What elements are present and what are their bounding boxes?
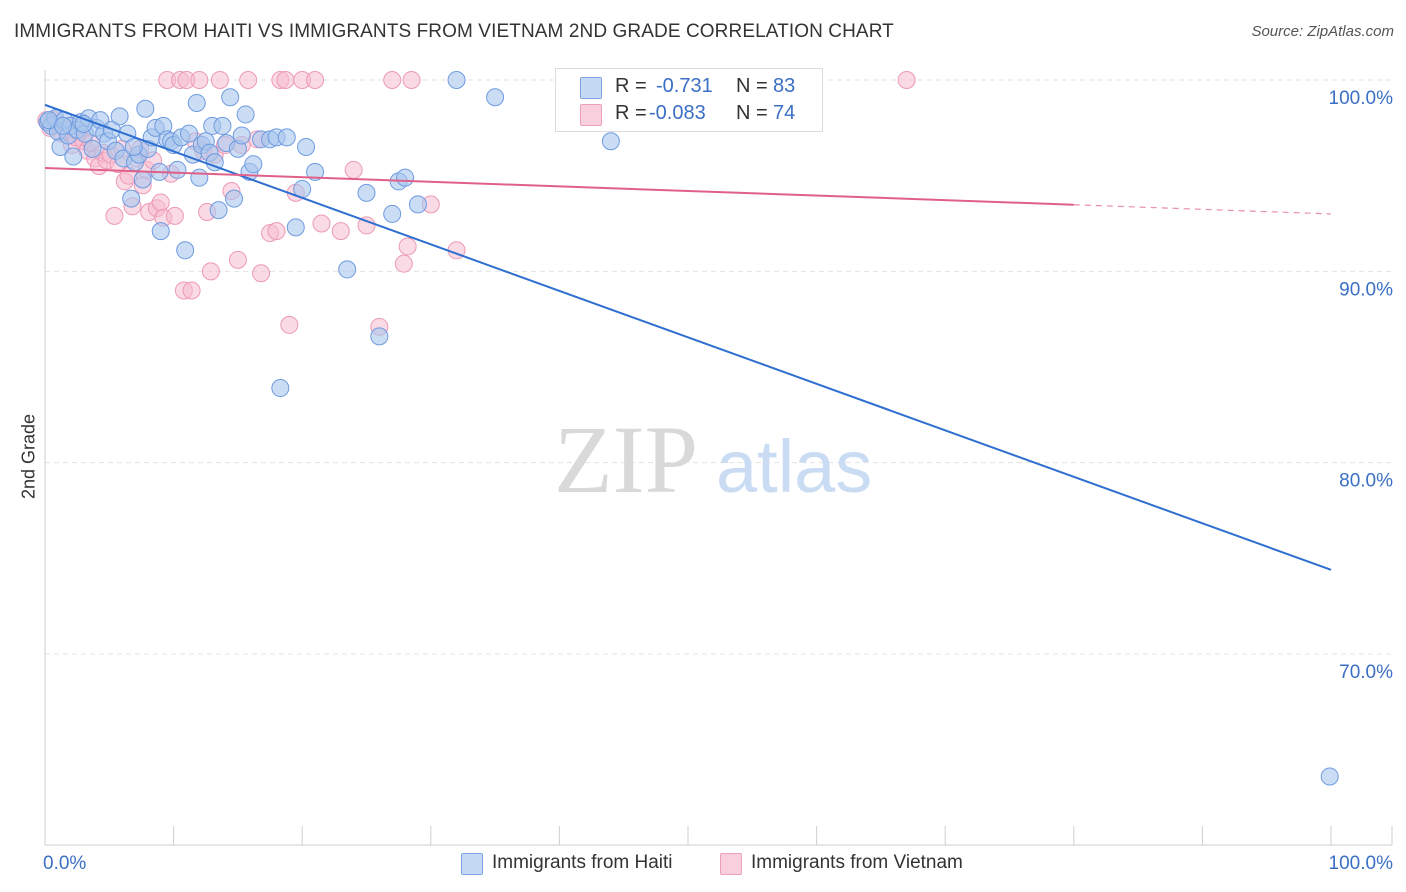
haiti-point-37	[168, 160, 187, 179]
haiti-point-53	[225, 189, 244, 208]
haiti-point-26	[133, 170, 152, 189]
bottom-legend-label-vietnam: Immigrants from Vietnam	[751, 852, 963, 873]
y-tick-label-3: 70.0%	[1339, 662, 1393, 683]
legend-n-label-haiti: N =	[736, 75, 768, 97]
vietnam-point-69	[398, 237, 417, 256]
haiti-point-20	[110, 107, 129, 126]
haiti-point-71	[383, 204, 402, 223]
legend-r-value-vietnam: -0.083	[649, 102, 706, 124]
vietnam-point-55	[267, 222, 286, 241]
haiti-point-67	[306, 162, 325, 181]
correlation-legend: R = -0.731 N = 83 R = -0.083 N = 74	[555, 68, 823, 132]
haiti-point-43	[190, 168, 209, 187]
vietnam-point-51	[239, 71, 258, 89]
watermark-atlas: atlas	[716, 425, 872, 508]
x-tick-label-min: 0.0%	[43, 853, 86, 874]
legend-r-label-vietnam: R =	[615, 102, 647, 124]
bottom-legend-label-haiti: Immigrants from Haiti	[492, 852, 673, 873]
legend-n-value-vietnam: 74	[773, 102, 796, 124]
haiti-point-32	[151, 222, 170, 241]
vietnam-point-39	[182, 281, 201, 300]
vietnam-point-18	[105, 206, 124, 225]
haiti-point-42	[187, 93, 206, 112]
watermark: ZIP atlas	[554, 406, 872, 513]
vietnam-point-61	[306, 71, 325, 89]
legend-n-value-haiti: 83	[773, 75, 796, 97]
vietnam-point-58	[280, 315, 299, 334]
y-tick-label-1: 90.0%	[1339, 279, 1393, 300]
haiti-point-49	[209, 201, 228, 220]
vietnam-point-70	[394, 254, 413, 273]
haiti-point-63	[277, 128, 296, 147]
legend-swatch-vietnam	[580, 104, 602, 126]
haiti-point-62	[271, 379, 290, 398]
haiti-point-23	[122, 189, 141, 208]
haiti-point-76	[486, 88, 505, 107]
legend-r-label-haiti: R =	[615, 75, 647, 97]
haiti-point-78	[1320, 767, 1339, 786]
haiti-point-58	[244, 155, 263, 174]
haiti-point-80	[54, 116, 73, 135]
watermark-zip: ZIP	[554, 406, 698, 513]
haiti-point-75	[447, 71, 466, 89]
vietnam-point-35	[165, 206, 184, 225]
haiti-point-66	[297, 137, 316, 156]
chart-title: IMMIGRANTS FROM HAITI VS IMMIGRANTS FROM…	[14, 21, 894, 42]
vietnam-point-44	[201, 262, 220, 281]
haiti-trend-line	[44, 103, 1332, 571]
haiti-point-13	[83, 139, 102, 158]
vietnam-point-62	[312, 214, 331, 233]
haiti-point-68	[338, 260, 357, 279]
vietnam-point-68	[402, 71, 421, 89]
x-tick-label-max: 100.0%	[1329, 853, 1394, 874]
vietnam-point-64	[344, 160, 363, 179]
haiti-point-69	[357, 183, 376, 202]
legend-swatch-haiti	[580, 77, 602, 99]
trend-lines	[44, 103, 1332, 571]
vietnam-trend-line	[44, 167, 1074, 206]
y-tick-label-2: 80.0%	[1339, 471, 1393, 492]
bottom-legend-swatch-vietnam	[720, 853, 742, 875]
legend-n-label-vietnam: N =	[736, 102, 768, 124]
vietnam-trend-line-extrapolated	[1073, 204, 1332, 215]
y-tick-label-0: 100.0%	[1329, 88, 1394, 109]
legend-r-value-haiti: -0.731	[656, 75, 713, 97]
axes	[44, 70, 1393, 846]
haiti-point-82	[124, 137, 143, 156]
vietnam-point-63	[331, 222, 350, 241]
vietnam-point-41	[190, 71, 209, 89]
bottom-legend-swatch-haiti	[461, 853, 483, 875]
vietnam-point-73	[897, 71, 916, 89]
source-label: Source: ZipAtlas.com	[1251, 23, 1394, 40]
haiti-point-27	[136, 99, 155, 118]
haiti-point-73	[396, 168, 415, 187]
haiti-point-40	[180, 124, 199, 143]
y-axis-label: 2nd Grade	[18, 413, 39, 500]
haiti-point-52	[221, 88, 240, 107]
vietnam-point-57	[276, 71, 295, 89]
vietnam-point-31	[151, 193, 170, 212]
haiti-point-77	[601, 132, 620, 151]
haiti-point-8	[64, 147, 83, 166]
haiti-point-74	[408, 195, 427, 214]
vietnam-point-49	[228, 250, 247, 269]
haiti-point-56	[236, 105, 255, 124]
vietnam-point-65	[357, 216, 376, 235]
haiti-point-50	[213, 116, 232, 135]
haiti-point-55	[232, 126, 251, 145]
haiti-point-64	[286, 218, 305, 237]
tick-labels: 100.0% 90.0% 80.0% 70.0% 0.0% 100.0%	[43, 88, 1393, 874]
haiti-point-70	[370, 327, 389, 346]
vietnam-point-53	[252, 264, 271, 283]
haiti-point-39	[176, 241, 195, 260]
vietnam-point-67	[383, 71, 402, 89]
vietnam-point-46	[210, 71, 229, 89]
